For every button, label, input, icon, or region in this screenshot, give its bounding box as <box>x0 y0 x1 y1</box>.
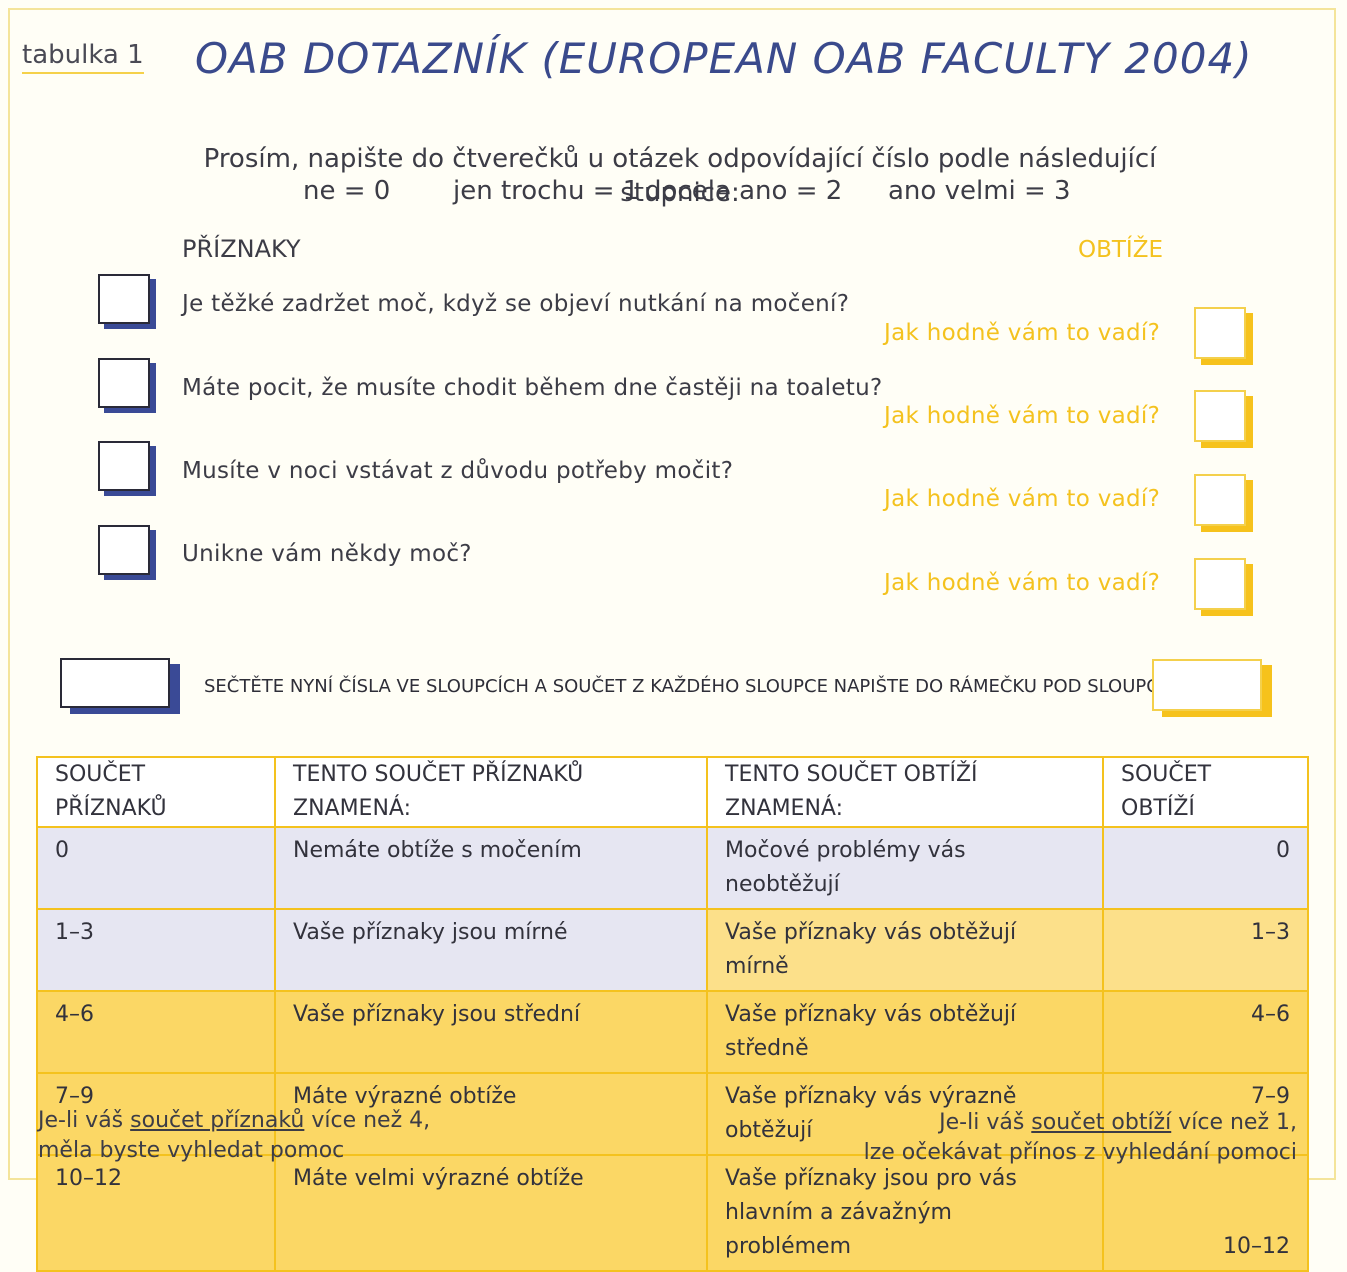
footer-left-post: více než 4, <box>304 1108 431 1133</box>
table-cell: 0 <box>1102 826 1309 910</box>
table-header-cell: SOUČET OBTÍŽÍ <box>1102 756 1309 828</box>
table-cell: Máte výrazné obtíže <box>274 1072 708 1156</box>
bother-question-4: Jak hodně vám to vadí? <box>884 570 1161 596</box>
table-cell: Vaše příznaky vás výrazně obtěžují <box>706 1072 1104 1156</box>
footer-right-emphasis: součet obtíží <box>1031 1110 1172 1135</box>
table-row: 10–12 Máte velmi výrazné obtíže Vaše pří… <box>36 1154 1309 1272</box>
table-header-cell: TENTO SOUČET PŘÍZNAKŮ ZNAMENÁ: <box>274 756 708 828</box>
table-tag: tabulka 1 <box>22 40 144 74</box>
table-cell: Vaše příznaky jsou mírné <box>274 908 708 992</box>
table-cell: 7–9 <box>1102 1072 1309 1156</box>
symptom-score-box-2[interactable] <box>98 358 150 408</box>
question-3: Musíte v noci vstávat z důvodu potřeby m… <box>182 458 734 484</box>
footer-right-pre: Je-li váš <box>939 1110 1032 1135</box>
table-cell: 4–6 <box>36 990 276 1074</box>
question-4: Unikne vám někdy moč? <box>182 541 472 567</box>
table-cell: Vaše příznaky vás obtěžují středně <box>706 990 1104 1074</box>
table-cell: 1–3 <box>36 908 276 992</box>
table-row: 7–9 Máte výrazné obtíže Vaše příznaky vá… <box>36 1072 1309 1156</box>
scale-item-2: docela ano = 2 <box>645 176 843 206</box>
question-1: Je těžké zadržet moč, když se objeví nut… <box>182 291 850 317</box>
table-cell: 7–9 <box>36 1072 276 1156</box>
bother-header: OBTÍŽE <box>1078 237 1164 263</box>
page-title: OAB DOTAZNÍK (EUROPEAN OAB FACULTY 2004) <box>195 34 1253 83</box>
sum-instruction: SEČTĚTE NYNÍ ČÍSLA VE SLOUPCÍCH A SOUČET… <box>204 676 1186 697</box>
footer-left-pre: Je-li váš <box>38 1108 131 1133</box>
bother-score-box-1[interactable] <box>1194 307 1246 359</box>
footer-left-note: Je-li váš součet příznaků více než 4, mě… <box>38 1106 430 1166</box>
bother-sum-box[interactable] <box>1152 659 1262 711</box>
table-cell: 4–6 <box>1102 990 1309 1074</box>
table-cell: 10–12 <box>36 1154 276 1272</box>
table-row: 0 Nemáte obtíže s močením Močové problém… <box>36 826 1309 910</box>
results-table: SOUČET PŘÍZNAKŮ TENTO SOUČET PŘÍZNAKŮ ZN… <box>36 756 1309 1272</box>
scale-item-0: ne = 0 <box>303 176 391 206</box>
footer-right-line2: lze očekávat přínos z vyhledání pomoci <box>863 1140 1297 1165</box>
table-header-cell: TENTO SOUČET OBTÍŽÍ ZNAMENÁ: <box>706 756 1104 828</box>
table-cell: Vaše příznaky vás obtěžují mírně <box>706 908 1104 992</box>
instruction-text: Prosím, napište do čtverečků u otázek od… <box>203 144 1157 208</box>
footer-right-post: více než 1, <box>1171 1110 1297 1135</box>
table-row: 1–3 Vaše příznaky jsou mírné Vaše přízna… <box>36 908 1309 992</box>
scale-item-3: ano velmi = 3 <box>888 176 1071 206</box>
bother-score-box-4[interactable] <box>1194 558 1246 610</box>
table-cell: Máte velmi výrazné obtíže <box>274 1154 708 1272</box>
table-header-row: SOUČET PŘÍZNAKŮ TENTO SOUČET PŘÍZNAKŮ ZN… <box>36 756 1309 828</box>
footer-left-emphasis: součet příznaků <box>130 1108 305 1133</box>
table-cell: 1–3 <box>1102 908 1309 992</box>
table-cell: 0 <box>36 826 276 910</box>
bother-question-1: Jak hodně vám to vadí? <box>884 320 1161 346</box>
table-cell: Vaše příznaky jsou střední <box>274 990 708 1074</box>
table-cell: 10–12 <box>1102 1154 1309 1272</box>
table-row: 4–6 Vaše příznaky jsou střední Vaše příz… <box>36 990 1309 1074</box>
bother-score-box-3[interactable] <box>1194 474 1246 526</box>
question-2: Máte pocit, že musíte chodit během dne č… <box>182 375 883 401</box>
footer-right-note: Je-li váš součet obtíží více než 1, lze … <box>864 1108 1297 1168</box>
scale-item-1: jen trochu = 1 <box>453 176 640 206</box>
symptoms-header: PŘÍZNAKY <box>182 235 301 263</box>
bother-question-2: Jak hodně vám to vadí? <box>884 403 1161 429</box>
footer-left-line2: měla byste vyhledat pomoc <box>38 1138 345 1163</box>
table-cell: Močové problémy vás neobtěžují <box>706 826 1104 910</box>
bother-question-3: Jak hodně vám to vadí? <box>884 486 1161 512</box>
symptom-score-box-1[interactable] <box>98 274 150 324</box>
table-header-cell: SOUČET PŘÍZNAKŮ <box>36 756 276 828</box>
table-cell: Vaše příznaky jsou pro vás hlavním a záv… <box>706 1154 1104 1272</box>
bother-score-box-2[interactable] <box>1194 390 1246 442</box>
table-cell: Nemáte obtíže s močením <box>274 826 708 910</box>
symptom-score-box-4[interactable] <box>98 525 150 575</box>
symptom-score-box-3[interactable] <box>98 441 150 491</box>
symptom-sum-box[interactable] <box>60 658 170 708</box>
